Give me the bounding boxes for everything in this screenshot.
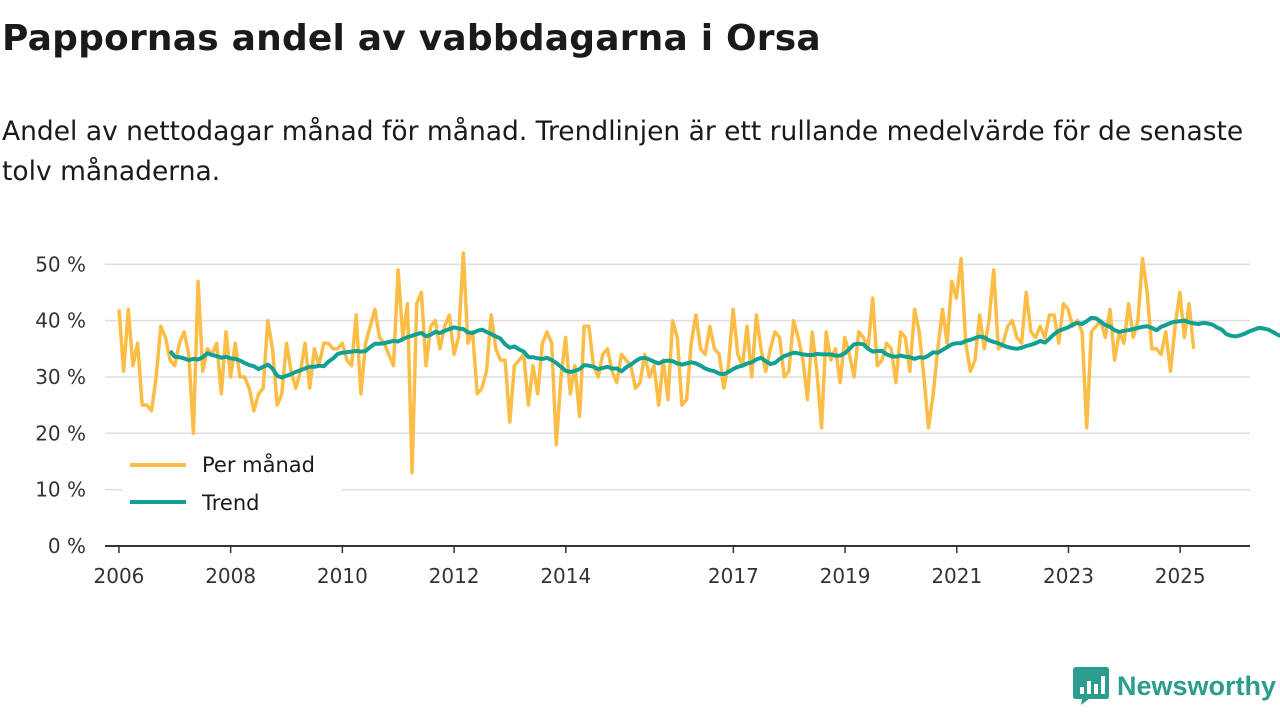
x-tick-label: 2017: [708, 564, 759, 588]
chart-title: Pappornas andel av vabbdagarna i Orsa: [2, 18, 821, 59]
legend-label-per-manad: Per månad: [202, 452, 315, 477]
legend-background: [122, 450, 342, 525]
line-chart: 0 % 10 % 20 % 30 % 40 % 50 % 2006 2008 2010 2012…: [35, 251, 1280, 588]
x-tick-label: 2008: [205, 564, 256, 588]
x-tick-label: 2014: [540, 564, 591, 588]
y-tick-label: 10 %: [35, 478, 86, 502]
legend: Per månad Trend: [122, 450, 342, 525]
y-tick-label: 30 %: [35, 365, 86, 389]
newsworthy-wordmark: Newsworthy: [1117, 670, 1277, 701]
x-tick-label: 2025: [1155, 564, 1206, 588]
y-tick-label: 40 %: [35, 309, 86, 333]
newsworthy-brand: Newsworthy: [1073, 666, 1276, 706]
x-tick-label: 2006: [94, 564, 145, 588]
newsworthy-logo-icon: [1073, 667, 1109, 705]
series-line-per-manad: [117, 251, 1196, 475]
y-axis-tick-labels: 0 % 10 % 20 % 30 % 40 % 50 %: [35, 252, 86, 558]
x-axis-ticks: 2006 2008 2010 2012 2014 2017 2019 2021 2023 2025: [94, 546, 1206, 588]
chart-subtitle: Andel av nettodagar månad för månad. Tre…: [2, 116, 1244, 187]
y-gridlines: [105, 263, 1250, 491]
y-tick-label: 0 %: [48, 534, 86, 558]
y-tick-label: 20 %: [35, 421, 86, 445]
x-tick-label: 2012: [429, 564, 480, 588]
legend-label-trend: Trend: [201, 491, 259, 515]
x-tick-label: 2010: [317, 564, 368, 588]
y-tick-label: 50 %: [35, 252, 86, 276]
series-line-trend: [168, 315, 1280, 380]
x-tick-label: 2019: [820, 564, 871, 588]
x-tick-label: 2023: [1043, 564, 1094, 588]
x-tick-label: 2021: [931, 564, 982, 588]
